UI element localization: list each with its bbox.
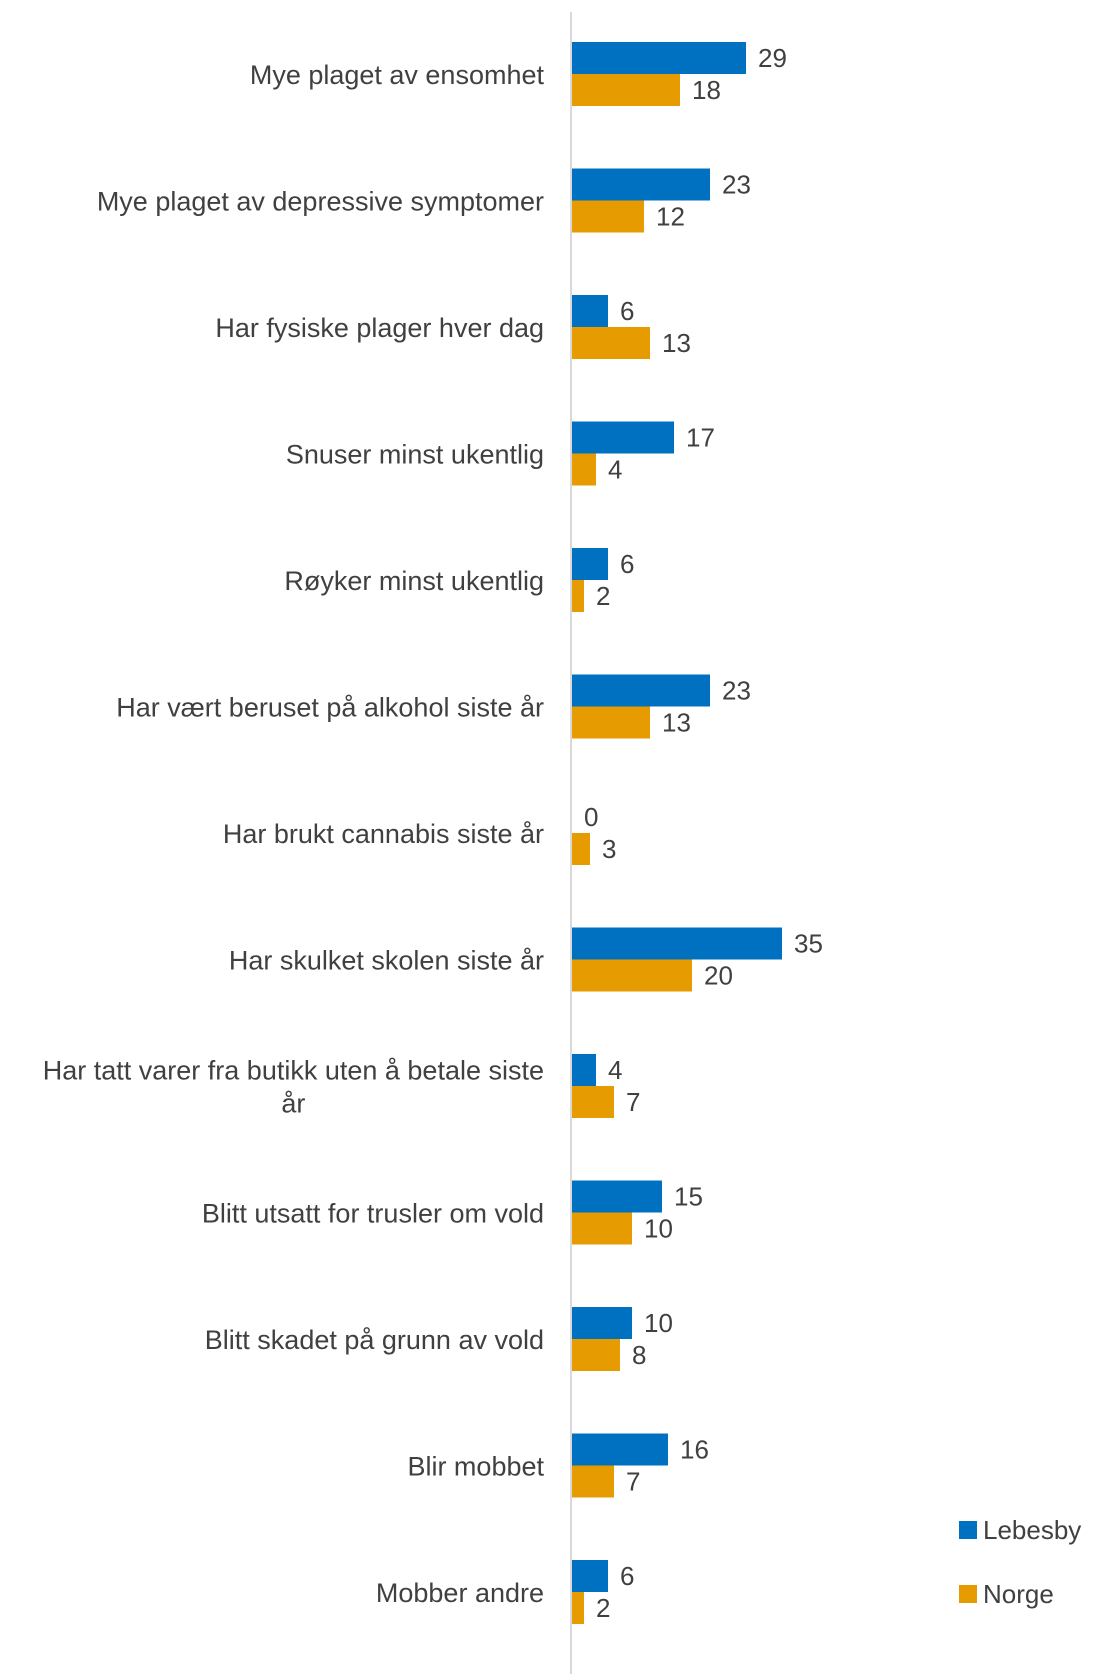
bar-lebesby xyxy=(572,421,674,454)
bar-norge xyxy=(572,74,680,106)
bar-norge xyxy=(572,580,584,612)
category-label: Har brukt cannabis siste år xyxy=(223,819,544,849)
category-labels: Mye plaget av ensomhet Mye plaget av depr… xyxy=(43,60,545,1608)
data-label: 23 xyxy=(722,676,751,706)
category-label: Blitt utsatt for trusler om vold xyxy=(202,1199,544,1229)
category-label: Har fysiske plager hver dag xyxy=(215,313,544,343)
data-label: 12 xyxy=(656,202,685,232)
data-label: 4 xyxy=(608,1055,622,1085)
category-label-line: Har tatt varer fra butikk uten å betale … xyxy=(43,1056,544,1086)
bars xyxy=(572,42,782,1624)
data-label: 3 xyxy=(602,834,616,864)
bar-norge xyxy=(572,1339,620,1371)
data-label: 18 xyxy=(692,75,721,105)
bar-lebesby xyxy=(572,927,782,960)
data-label: 35 xyxy=(794,929,823,959)
data-label: 20 xyxy=(704,961,733,991)
category-label: Røyker minst ukentlig xyxy=(284,566,544,596)
data-label: 10 xyxy=(644,1308,673,1338)
bar-lebesby xyxy=(572,1560,608,1592)
data-label: 13 xyxy=(662,328,691,358)
category-label: Har skulket skolen siste år xyxy=(229,946,544,976)
bar-lebesby xyxy=(572,1180,662,1213)
bar-norge xyxy=(572,1086,614,1118)
category-label: Snuser minst ukentlig xyxy=(286,440,544,470)
bar-norge xyxy=(572,959,692,992)
category-label: Mye plaget av depressive symptomer xyxy=(97,187,544,217)
legend-label: Norge xyxy=(983,1579,1054,1609)
bar-lebesby xyxy=(572,295,608,327)
bar-lebesby xyxy=(572,42,746,74)
legend-label: Lebesby xyxy=(983,1515,1081,1545)
data-label: 29 xyxy=(758,43,787,73)
category-label-line: år xyxy=(281,1089,305,1119)
data-label: 15 xyxy=(674,1182,703,1212)
legend-swatch xyxy=(959,1521,977,1539)
bar-lebesby xyxy=(572,1433,668,1466)
bar-norge xyxy=(572,327,650,359)
data-label: 17 xyxy=(686,423,715,453)
data-label: 6 xyxy=(620,1561,634,1591)
data-label: 2 xyxy=(596,1593,610,1623)
data-label: 8 xyxy=(632,1340,646,1370)
bar-lebesby xyxy=(572,168,710,201)
legend: Lebesby Norge xyxy=(959,1515,1081,1609)
data-label: 16 xyxy=(680,1435,709,1465)
bar-lebesby xyxy=(572,548,608,580)
bar-lebesby xyxy=(572,1307,632,1339)
bar-norge xyxy=(572,706,650,739)
bar-norge xyxy=(572,1592,584,1624)
category-label: Mobber andre xyxy=(376,1578,544,1608)
bar-lebesby xyxy=(572,1054,596,1086)
bar-norge xyxy=(572,1465,614,1498)
bar-norge xyxy=(572,833,590,865)
data-label: 4 xyxy=(608,455,622,485)
bar-norge xyxy=(572,453,596,486)
data-label: 7 xyxy=(626,1087,640,1117)
data-label: 6 xyxy=(620,296,634,326)
data-label: 6 xyxy=(620,549,634,579)
category-label: Blitt skadet på grunn av vold xyxy=(205,1325,544,1355)
data-label: 0 xyxy=(584,802,598,832)
legend-swatch xyxy=(959,1585,977,1603)
bar-norge xyxy=(572,1212,632,1245)
data-label: 2 xyxy=(596,581,610,611)
category-label: Har tatt varer fra butikk uten å betale … xyxy=(43,1056,544,1119)
data-label: 23 xyxy=(722,170,751,200)
bar-lebesby xyxy=(572,674,710,707)
data-label: 10 xyxy=(644,1214,673,1244)
bar-norge xyxy=(572,200,644,233)
category-label: Har vært beruset på alkohol siste år xyxy=(116,693,544,723)
category-label: Blir mobbet xyxy=(407,1452,544,1482)
data-label: 7 xyxy=(626,1467,640,1497)
category-label: Mye plaget av ensomhet xyxy=(250,60,545,90)
data-label: 13 xyxy=(662,708,691,738)
